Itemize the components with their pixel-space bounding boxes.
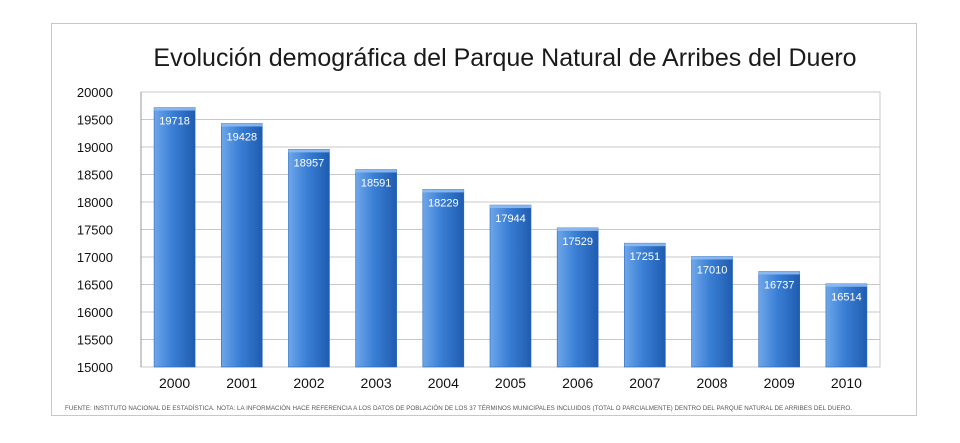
bar-2010 [825,283,868,368]
bar-2005 [489,204,532,368]
bar-top-highlight [154,107,196,111]
data-label: 16737 [764,279,795,291]
bar-top-highlight [624,243,666,247]
y-tick-label: 17500 [77,223,113,238]
bars: 19718 19428 18957 18591 18229 17944 17529 17251… [153,107,868,368]
bar-top-highlight [221,123,263,127]
y-tick-label: 19000 [77,140,113,155]
bar-2002 [288,149,330,368]
y-tick-label: 15500 [77,333,113,348]
data-label: 17251 [630,251,661,263]
data-label: 18591 [361,177,392,189]
x-tick-label: 2007 [629,375,660,391]
y-tick-label: 18000 [77,195,113,210]
data-label: 18957 [294,157,325,169]
bar-2008 [691,256,733,368]
bar-2001 [220,123,263,368]
bar-top-highlight [288,149,330,153]
bar-top-highlight [422,189,464,193]
bar-top-highlight [355,169,397,173]
x-axis: 2000 2001 2002 2003 2004 2005 2006 2007 2008 2009… [159,375,862,391]
bar-2004 [422,189,465,368]
y-tick-label: 19500 [77,113,113,128]
y-tick-label: 18500 [77,168,113,183]
chart-title: Evolución demográfica del Parque Natural… [153,44,856,72]
x-tick-label: 2006 [562,375,593,391]
y-axis: 15000 15500 16000 16500 17000 17500 18000 18500… [77,85,142,375]
bar-top-highlight [825,283,867,287]
x-tick-label: 2004 [428,375,459,391]
data-label: 17529 [562,236,593,248]
y-tick-label: 16500 [77,278,113,293]
bar-2006 [556,227,599,368]
bar-2009 [758,271,801,368]
data-label: 17944 [495,213,526,225]
source-footnote: FUENTE: INSTITUTO NACIONAL DE ESTADÍSTIC… [65,405,852,412]
y-tick-label: 17000 [77,250,113,265]
x-tick-label: 2002 [293,375,324,391]
data-label: 19718 [159,116,190,128]
data-label: 16514 [831,292,862,304]
x-tick-label: 2001 [226,375,257,391]
x-tick-label: 2005 [495,375,526,391]
y-tick-label: 20000 [77,85,113,100]
bar-top-highlight [490,205,531,209]
x-tick-label: 2010 [831,375,862,391]
bar-top-highlight [691,256,733,260]
bar-2003 [355,169,397,368]
bar-top-highlight [557,227,599,231]
x-tick-label: 2000 [159,375,190,391]
x-tick-label: 2009 [764,375,795,391]
data-label: 17010 [697,264,728,276]
x-tick-label: 2008 [696,375,727,391]
data-label: 19428 [226,131,257,143]
y-tick-label: 15000 [77,360,113,375]
x-tick-label: 2003 [361,375,392,391]
bar-2000 [153,107,196,368]
data-label: 18229 [428,197,459,209]
bar-top-highlight [758,271,800,275]
bar-2007 [624,242,666,368]
y-tick-label: 16000 [77,305,113,320]
